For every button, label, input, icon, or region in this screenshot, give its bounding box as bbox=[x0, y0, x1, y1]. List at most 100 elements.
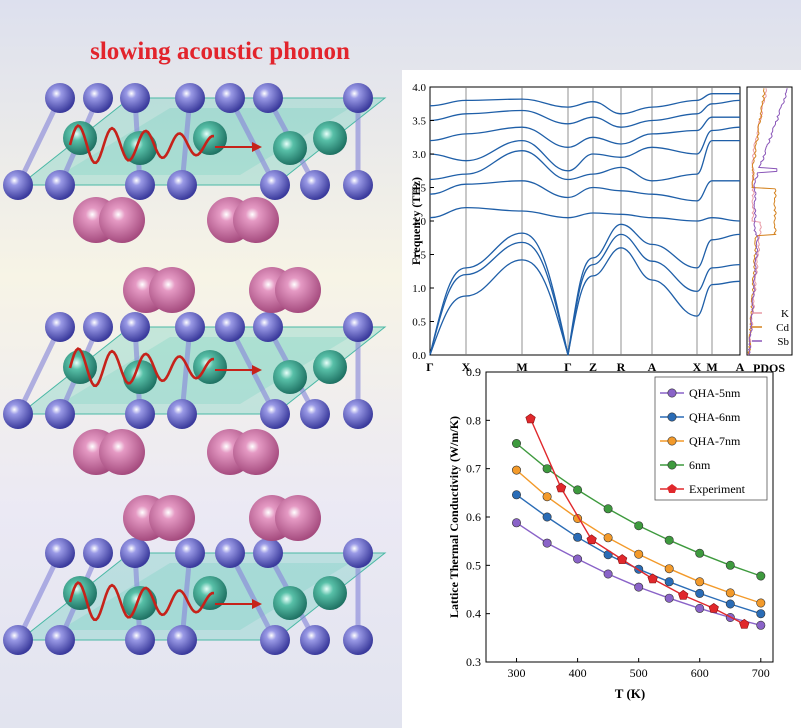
phonon-band bbox=[429, 223, 741, 356]
data-point bbox=[573, 532, 583, 542]
data-point bbox=[586, 534, 597, 545]
y-tick-label: 3.0 bbox=[412, 149, 426, 161]
path-label: A bbox=[648, 360, 657, 374]
kappa-legend: QHA-5nm QHA-6nm QHA-7nm 6nm Experiment bbox=[654, 376, 768, 501]
sb-atom bbox=[343, 312, 373, 342]
x-tick-label: 600 bbox=[691, 666, 709, 680]
cd-atom bbox=[273, 131, 307, 165]
cd-atom bbox=[123, 586, 157, 620]
data-point bbox=[647, 573, 658, 584]
sb-atom bbox=[300, 399, 330, 429]
crystal-structure-illustration bbox=[3, 83, 387, 655]
sb-atom bbox=[125, 625, 155, 655]
sb-atom bbox=[175, 312, 205, 342]
sb-atom bbox=[260, 399, 290, 429]
sb-atom bbox=[3, 399, 33, 429]
data-point bbox=[573, 554, 583, 564]
x-tick-label: 500 bbox=[630, 666, 648, 680]
data-point bbox=[664, 577, 674, 587]
sb-atom bbox=[215, 538, 245, 568]
y-tick-label: 1.0 bbox=[412, 283, 426, 295]
path-label: Γ bbox=[564, 360, 572, 374]
sb-atom bbox=[167, 399, 197, 429]
wave-arrow-head bbox=[252, 142, 262, 152]
legend-label: QHA-5nm bbox=[689, 386, 741, 400]
legend-marker bbox=[667, 484, 677, 493]
path-label: M bbox=[516, 360, 527, 374]
phonon-band bbox=[429, 233, 741, 356]
sb-atom bbox=[260, 170, 290, 200]
y-tick-label: 4.0 bbox=[412, 82, 426, 94]
data-point bbox=[739, 618, 750, 629]
path-label: M bbox=[706, 360, 717, 374]
y-tick-label: 0.5 bbox=[466, 558, 481, 572]
cd-atom bbox=[313, 350, 347, 384]
y-tick-label: 0.6 bbox=[466, 510, 481, 524]
phonon-band bbox=[429, 180, 740, 202]
legend-marker bbox=[667, 388, 677, 398]
path-label: A bbox=[736, 360, 745, 374]
sb-atom bbox=[253, 83, 283, 113]
path-label: Z bbox=[589, 360, 597, 374]
phonon-wave bbox=[68, 347, 215, 388]
phonon-band bbox=[429, 247, 741, 356]
kappa-series bbox=[511, 413, 766, 630]
sb-atom bbox=[175, 538, 205, 568]
series-line-Experiment bbox=[529, 418, 745, 625]
k-atom bbox=[149, 495, 195, 541]
data-point bbox=[542, 464, 552, 474]
cd-atom bbox=[123, 360, 157, 394]
sb-atom bbox=[343, 399, 373, 429]
sb-atom bbox=[167, 170, 197, 200]
data-point bbox=[664, 564, 674, 574]
sb-atom bbox=[45, 312, 75, 342]
phonon-band bbox=[429, 93, 740, 115]
data-point bbox=[511, 518, 521, 528]
data-point bbox=[603, 504, 613, 514]
sb-atom bbox=[253, 312, 283, 342]
data-point bbox=[695, 577, 705, 587]
legend-label: Experiment bbox=[689, 482, 746, 496]
cd-atom bbox=[313, 121, 347, 155]
bond bbox=[15, 325, 63, 416]
legend-marker bbox=[667, 460, 677, 470]
y-tick-label: 0.4 bbox=[466, 607, 481, 621]
k-atom bbox=[233, 197, 279, 243]
pdos-curves bbox=[747, 88, 788, 356]
sb-atom bbox=[120, 83, 150, 113]
sb-atom bbox=[215, 312, 245, 342]
dispersion-y-axis-label: Frequency (THz) bbox=[409, 177, 423, 265]
phonon-wave bbox=[68, 124, 215, 165]
pdos-curve-Sb bbox=[747, 88, 788, 356]
data-point bbox=[695, 603, 705, 613]
cd-atom bbox=[63, 576, 97, 610]
sb-atom bbox=[343, 538, 373, 568]
path-label: X bbox=[462, 360, 471, 374]
high-symmetry-lines bbox=[465, 87, 713, 355]
sb-atom bbox=[3, 170, 33, 200]
data-point bbox=[756, 598, 766, 608]
sb-atom bbox=[45, 83, 75, 113]
y-tick-label: 0.5 bbox=[412, 317, 426, 329]
k-atom bbox=[99, 429, 145, 475]
sb-atom bbox=[167, 625, 197, 655]
sb-atom bbox=[343, 170, 373, 200]
pdos-legend: K Cd Sb bbox=[752, 308, 789, 348]
sb-atom bbox=[125, 399, 155, 429]
data-point bbox=[695, 588, 705, 598]
sb-atom bbox=[45, 625, 75, 655]
sb-atom bbox=[120, 538, 150, 568]
phonon-bands bbox=[429, 93, 741, 356]
phonon-band bbox=[429, 139, 740, 182]
phonon-band bbox=[429, 99, 741, 128]
sb-atom bbox=[215, 83, 245, 113]
sb-atom bbox=[45, 538, 75, 568]
data-point bbox=[708, 603, 719, 613]
figure-title: slowing acoustic phonon bbox=[90, 38, 350, 65]
sb-atom bbox=[120, 312, 150, 342]
sb-atom bbox=[83, 312, 113, 342]
path-label: X bbox=[693, 360, 702, 374]
legend-label: QHA-6nm bbox=[689, 410, 741, 424]
kappa-y-axis-label: Lattice Thermal Conductivity (W/m/K) bbox=[447, 416, 461, 618]
